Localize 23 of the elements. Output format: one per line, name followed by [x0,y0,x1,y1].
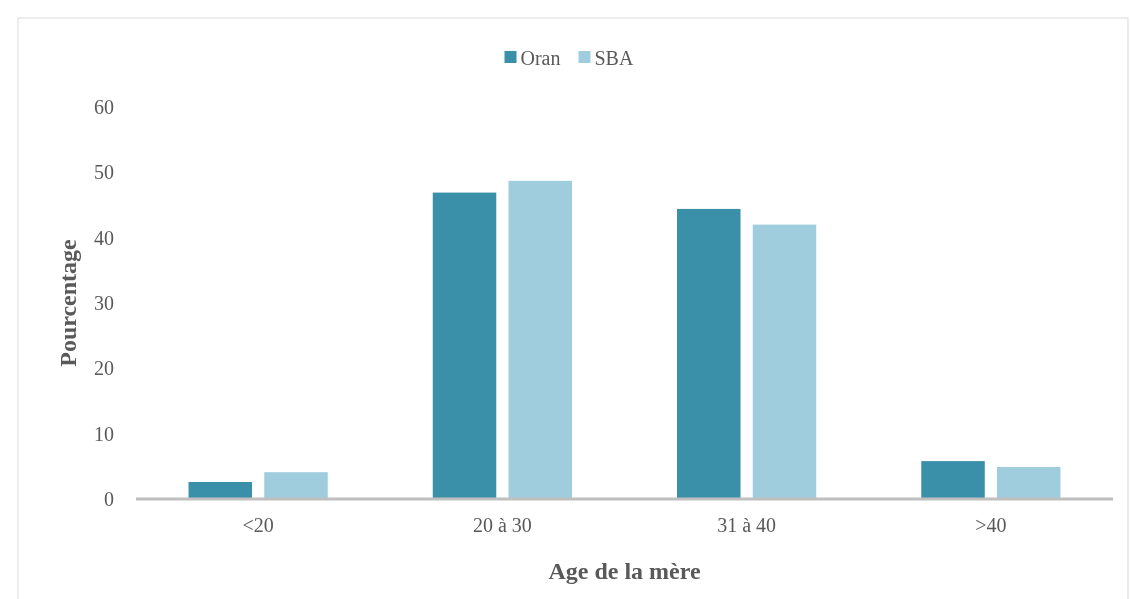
y-tick-label: 50 [94,161,114,184]
y-tick-label: 60 [94,96,114,118]
bar [921,461,985,499]
x-tick-label: >40 [975,514,1007,536]
x-tick-label: <20 [242,514,274,536]
bar [432,192,497,499]
bar [996,466,1061,499]
y-tick-label: 20 [94,357,114,380]
legend-label: Oran [520,47,561,69]
y-axis-title: Pourcentage [55,238,81,367]
bar [188,482,253,499]
bar [677,208,741,499]
bar [752,224,817,499]
y-tick-label: 40 [94,226,114,249]
y-tick-label: 30 [94,292,114,314]
legend-label: SBA [594,47,634,69]
x-tick-label: 20 à 30 [472,514,532,536]
x-tick-label: 31 à 40 [717,514,777,536]
bar [264,472,328,499]
y-tick-label: 0 [104,488,114,510]
y-tick-label: 10 [94,422,114,445]
x-axis-title: Age de la mère [548,558,701,584]
bar [508,180,572,499]
